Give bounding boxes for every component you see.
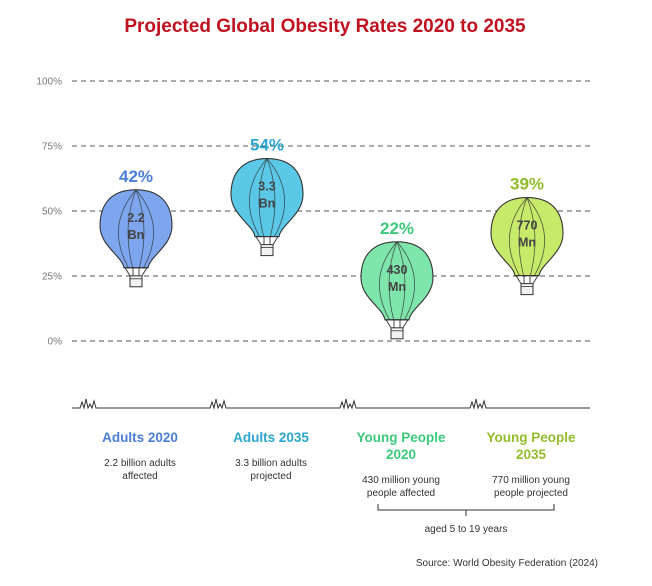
category-labels: Adults 2020 2.2 billion adults affected Adu… xyxy=(102,430,576,499)
value-label: 54% xyxy=(250,136,284,155)
category-description: affected xyxy=(122,471,157,482)
category-description: 2.2 billion adults xyxy=(104,458,176,469)
balloon-ropes xyxy=(255,236,279,245)
source-note: Source: World Obesity Federation (2024) xyxy=(416,558,598,569)
balloon-seam xyxy=(526,197,545,276)
y-tick-label: 25% xyxy=(42,272,62,283)
category-description: projected xyxy=(250,471,291,482)
balloon: 2.2 Bn 42% xyxy=(99,167,173,288)
ground-path xyxy=(72,398,590,410)
balloon-seam xyxy=(509,197,528,276)
balloon-ropes xyxy=(515,275,539,284)
balloon-inner-label: 2.2 xyxy=(127,211,144,225)
balloon-seam xyxy=(396,241,415,320)
balloon-seam xyxy=(249,158,268,237)
category-description: people projected xyxy=(494,488,568,499)
category-label: Young People xyxy=(356,430,445,445)
balloon-seam xyxy=(266,158,276,237)
value-label: 22% xyxy=(380,219,414,238)
value-label: 39% xyxy=(510,175,544,194)
category-description: 430 million young xyxy=(362,475,440,486)
balloon-basket xyxy=(129,275,143,288)
balloon-seam xyxy=(388,241,398,320)
category-description: 3.3 billion adults xyxy=(235,458,307,469)
balloon-seam xyxy=(258,158,268,237)
balloon-inner-label: Mn xyxy=(518,236,536,250)
balloon: 770 Mn 39% xyxy=(490,175,564,296)
balloon-basket xyxy=(520,283,534,296)
age-bracket xyxy=(377,504,555,516)
category-label: 2035 xyxy=(516,447,547,462)
category-label: Adults 2020 xyxy=(102,430,178,445)
category-label: Young People xyxy=(486,430,575,445)
chart-title: Projected Global Obesity Rates 2020 to 2… xyxy=(124,16,526,37)
category-description: people affected xyxy=(367,488,435,499)
balloon-seam xyxy=(135,189,154,268)
balloon: 430 Mn 22% xyxy=(360,219,434,340)
balloon-inner-label: Bn xyxy=(128,228,145,242)
balloons: 2.2 Bn 42% 3.3 Bn 54% 430 Mn 22% 770 Mn 39% xyxy=(99,136,564,340)
bracket-note: aged 5 to 19 years xyxy=(425,524,508,535)
y-tick-label: 50% xyxy=(42,207,62,218)
balloon-seam xyxy=(379,241,398,320)
y-tick-label: 75% xyxy=(42,142,62,153)
balloon-seam xyxy=(396,241,406,320)
ground-line xyxy=(72,398,590,410)
category-label: Adults 2035 xyxy=(233,430,309,445)
balloon-inner-label: 3.3 xyxy=(258,180,275,194)
balloon-inner-label: 430 xyxy=(387,263,408,277)
balloon-seam xyxy=(127,189,137,268)
y-axis-ticks: 100% 75% 50% 25% 0% xyxy=(36,77,62,348)
balloon-seam xyxy=(118,189,137,268)
balloon-inner-label: Mn xyxy=(388,280,406,294)
balloon-seam xyxy=(518,197,528,276)
balloon-seam xyxy=(266,158,285,237)
category-label: 2020 xyxy=(386,447,416,462)
value-label: 42% xyxy=(119,167,153,186)
balloon-basket xyxy=(390,327,404,340)
balloon-inner-label: 770 xyxy=(517,219,538,233)
y-tick-label: 100% xyxy=(36,77,62,88)
bracket-line xyxy=(377,504,555,516)
balloon-seam xyxy=(526,197,536,276)
balloon-basket xyxy=(260,244,274,257)
category-description: 770 million young xyxy=(492,475,570,486)
y-tick-label: 0% xyxy=(48,337,63,348)
balloon: 3.3 Bn 54% xyxy=(230,136,304,257)
balloon-ropes xyxy=(385,319,409,329)
balloon-ropes xyxy=(124,267,148,277)
balloon-seam xyxy=(135,189,145,268)
balloon-inner-label: Bn xyxy=(259,197,276,211)
